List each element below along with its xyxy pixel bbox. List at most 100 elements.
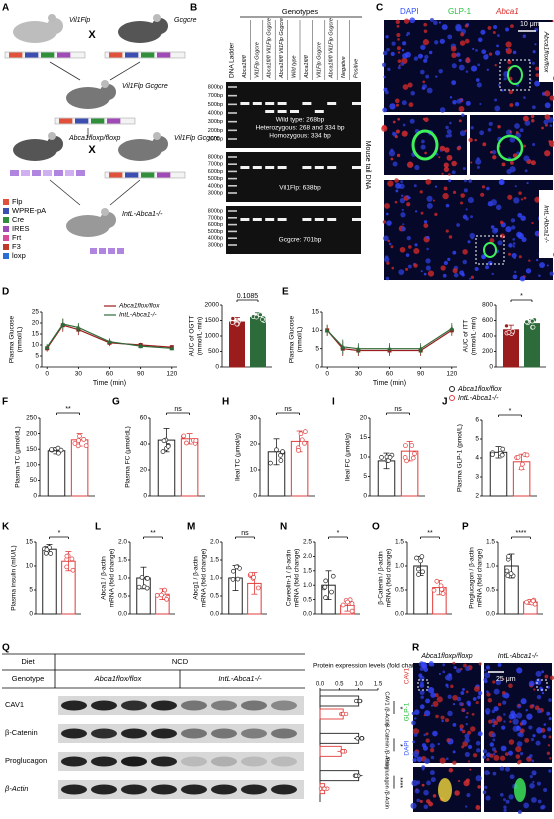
table-label: NCD <box>172 657 189 666</box>
point <box>302 440 307 446</box>
nucleus <box>511 225 516 230</box>
glp1-cell <box>507 65 523 85</box>
nucleus <box>426 202 433 209</box>
nucleus <box>425 258 431 264</box>
point <box>139 575 145 580</box>
nucleus <box>526 713 533 720</box>
nucleus <box>525 268 532 274</box>
nucleus <box>519 275 526 282</box>
nucleus <box>503 798 506 802</box>
nucleus <box>484 785 488 789</box>
y-tick-label: 0.0 <box>303 611 312 618</box>
construct-segment <box>109 52 123 58</box>
point <box>44 344 50 350</box>
point <box>403 443 408 448</box>
nucleus <box>497 125 501 129</box>
nucleus <box>494 98 498 102</box>
nucleus <box>502 678 505 681</box>
nucleus <box>438 21 442 24</box>
blot-band <box>61 700 87 711</box>
point <box>64 564 70 570</box>
nucleus <box>464 751 470 758</box>
y-tick-label: 2.5 <box>303 539 312 546</box>
point <box>58 447 64 453</box>
nucleus <box>412 740 416 744</box>
point <box>193 438 199 443</box>
legend-label: IntL-Abca1-/- <box>458 395 499 402</box>
nucleus <box>451 160 457 167</box>
nucleus <box>486 692 491 697</box>
nucleus <box>406 31 411 36</box>
nucleus <box>544 90 551 97</box>
nucleus <box>548 769 552 773</box>
point <box>323 595 328 600</box>
nucleus <box>441 172 444 175</box>
nucleus <box>476 165 480 169</box>
nucleus <box>548 698 552 702</box>
construct-segment <box>107 118 121 124</box>
point <box>49 447 54 452</box>
significance: * <box>396 744 403 747</box>
nucleus <box>460 201 464 205</box>
stain-label: DAPI <box>404 740 411 755</box>
y-tick-label: 800 <box>482 302 493 309</box>
point <box>299 437 305 443</box>
exon <box>21 170 30 176</box>
nucleus <box>491 149 497 155</box>
x-tick-label: 1.0 <box>354 682 363 688</box>
point <box>515 454 521 460</box>
gel-band <box>327 102 337 105</box>
nucleus <box>465 715 468 719</box>
y-tick-label: 15 <box>26 539 34 546</box>
nucleus <box>445 125 449 130</box>
nucleus <box>487 127 492 132</box>
nucleus <box>522 115 529 122</box>
nucleus <box>546 751 551 755</box>
nucleus <box>491 732 496 738</box>
nucleus <box>453 272 459 278</box>
gel-band <box>252 102 262 105</box>
key-label: loxp <box>12 251 26 260</box>
mouse-body <box>66 87 110 109</box>
mouse-body <box>118 21 162 43</box>
nucleus <box>390 51 395 56</box>
nucleus <box>521 236 527 243</box>
nucleus <box>499 792 504 797</box>
point <box>322 584 328 590</box>
nucleus <box>515 754 521 759</box>
nucleus <box>388 242 392 246</box>
nucleus <box>536 781 542 786</box>
nucleus <box>401 48 405 52</box>
y-tick-label: 0 <box>33 493 37 500</box>
nucleus <box>470 726 476 732</box>
point <box>524 319 530 325</box>
point <box>420 569 425 575</box>
blot-band <box>61 784 87 795</box>
y-tick-label: 5 <box>475 436 479 443</box>
point <box>251 574 257 580</box>
ladder-band <box>228 129 237 132</box>
nucleus <box>481 49 487 55</box>
nucleus <box>395 182 401 189</box>
nucleus <box>382 107 388 113</box>
nucleus <box>517 732 522 737</box>
y-tick-label: 20 <box>32 320 40 327</box>
nucleus <box>529 754 533 758</box>
point <box>235 576 241 582</box>
nucleus <box>510 24 514 29</box>
key-label: IRES <box>12 224 30 233</box>
table-label: Diet <box>21 657 35 666</box>
nucleus <box>438 156 441 159</box>
nucleus <box>518 255 522 259</box>
bar <box>489 451 508 497</box>
point <box>359 736 364 741</box>
ladder-label: 500bp <box>208 176 223 182</box>
inset-box <box>536 679 548 691</box>
legend-label: IntL-Abca1-/- <box>119 312 157 319</box>
nucleus <box>521 719 527 726</box>
key-label: Cre <box>12 215 24 224</box>
legend-label: Abca1flox/flox <box>118 303 160 310</box>
stain-label: DAPI <box>400 7 419 16</box>
y-tick-label: 5 <box>29 587 33 594</box>
nucleus <box>536 694 542 700</box>
